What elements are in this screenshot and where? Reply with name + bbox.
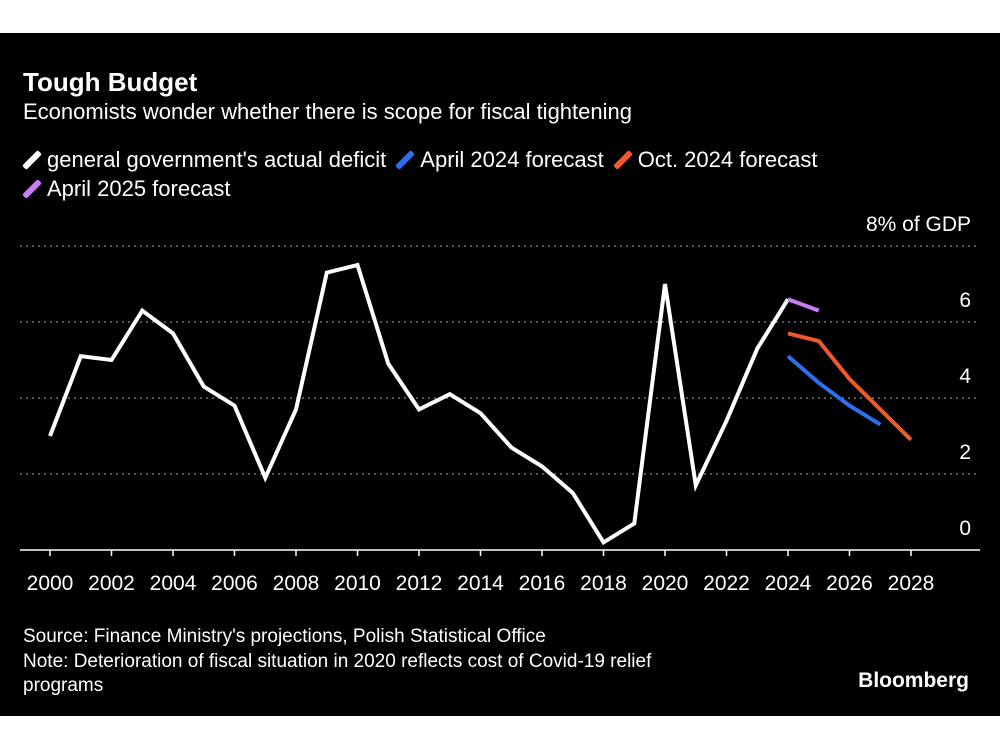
x-tick-label: 2018 xyxy=(580,572,627,595)
y-tick-label: 2 xyxy=(959,441,971,464)
series-line xyxy=(787,297,820,313)
legend-item: general government's actual deficit xyxy=(22,145,387,174)
x-tick-label: 2022 xyxy=(703,572,750,595)
legend-item: April 2025 forecast xyxy=(22,174,231,203)
x-tick-label: 2000 xyxy=(27,572,74,595)
gridlines: 0 2 4 6 xyxy=(20,245,980,540)
x-tick-label: 2006 xyxy=(211,572,258,595)
x-tick-label: 2020 xyxy=(642,572,689,595)
brand-logo: Bloomberg xyxy=(858,669,969,692)
x-tick-label: 2016 xyxy=(519,572,566,595)
y-tick-label: 0 xyxy=(959,517,971,540)
legend: general government's actual deficit April… xyxy=(22,145,973,203)
series-line xyxy=(786,354,882,427)
x-tick-label: 2014 xyxy=(457,572,504,595)
series-line xyxy=(48,262,790,546)
legend-item: April 2024 forecast xyxy=(395,145,604,174)
x-tick-label: 2012 xyxy=(396,572,443,595)
chart-title: Tough Budget xyxy=(23,67,198,97)
x-tick-label: 2010 xyxy=(334,572,381,595)
x-tick-label: 2004 xyxy=(150,572,197,595)
legend-label: April 2024 forecast xyxy=(420,147,604,172)
y-axis-unit-label: 8% of GDP xyxy=(866,213,971,236)
x-tick-label: 2008 xyxy=(273,572,320,595)
legend-label: Oct. 2024 forecast xyxy=(637,147,818,172)
y-tick-label: 6 xyxy=(959,289,971,312)
x-tick-label: 2026 xyxy=(826,572,873,595)
legend-label: April 2025 forecast xyxy=(47,176,231,201)
x-tick-label: 2024 xyxy=(765,572,812,595)
series-lines xyxy=(48,262,913,546)
x-axis-ticks: 2000 2002 2004 2006 2008 2010 2012 2014 2016 2018… xyxy=(27,550,935,595)
chart-panel: Tough Budget Economists wonder whether t… xyxy=(0,33,1000,716)
line-chart: 0 2 4 6 2000 2002 2004 2006 2008 2010 2012 2014 201… xyxy=(20,213,980,595)
note-text: Note: Deterioration of fiscal situation … xyxy=(23,650,652,697)
legend-label: general government's actual deficit xyxy=(47,147,387,172)
chart-subtitle: Economists wonder whether there is scope… xyxy=(23,99,632,124)
source-text: Source: Finance Ministry's projections, … xyxy=(23,626,546,647)
x-tick-label: 2028 xyxy=(888,572,935,595)
legend-item: Oct. 2024 forecast xyxy=(612,145,818,174)
x-tick-label: 2002 xyxy=(88,572,135,595)
series-line xyxy=(787,331,913,442)
y-tick-label: 4 xyxy=(959,365,971,388)
footer: Source: Finance Ministry's projections, … xyxy=(23,625,723,699)
